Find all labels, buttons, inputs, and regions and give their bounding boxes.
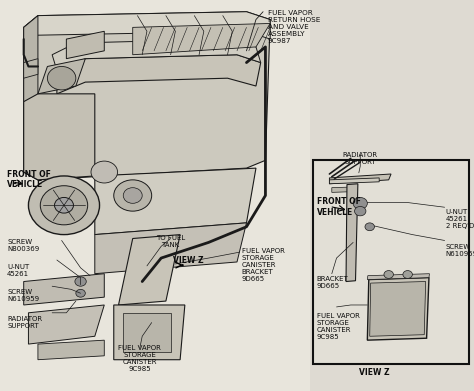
Text: SCREW
N610959: SCREW N610959 (446, 244, 474, 257)
Text: BRACKET
9D665: BRACKET 9D665 (317, 276, 348, 289)
Circle shape (55, 197, 73, 213)
Polygon shape (24, 12, 270, 47)
Circle shape (355, 206, 366, 216)
Polygon shape (367, 278, 429, 340)
Polygon shape (52, 39, 261, 70)
Text: RADIATOR
SUPPORT: RADIATOR SUPPORT (7, 316, 42, 329)
Circle shape (384, 271, 393, 278)
Text: FUEL VAPOR
STORAGE
CANISTER
9C985: FUEL VAPOR STORAGE CANISTER 9C985 (118, 345, 161, 372)
Polygon shape (24, 12, 270, 180)
Bar (313, 160, 469, 364)
Text: FUEL VAPOR
STORAGE
CANISTER
BRACKET
9D665: FUEL VAPOR STORAGE CANISTER BRACKET 9D66… (242, 248, 284, 282)
Polygon shape (367, 274, 429, 280)
Bar (0, 0, 310, 391)
Text: U-NUT
45261: U-NUT 45261 (7, 264, 29, 277)
Text: FRONT OF
VEHICLE: FRONT OF VEHICLE (317, 197, 361, 217)
Text: SCREW
N610959: SCREW N610959 (7, 289, 39, 302)
Text: FUEL VAPOR
STORAGE
CANISTER
9C985: FUEL VAPOR STORAGE CANISTER 9C985 (317, 313, 359, 340)
Circle shape (75, 277, 86, 286)
Polygon shape (24, 16, 38, 180)
Polygon shape (329, 174, 391, 184)
Circle shape (28, 176, 100, 235)
Polygon shape (123, 313, 171, 352)
Text: FRONT OF
VEHICLE: FRONT OF VEHICLE (7, 170, 51, 190)
Text: U-NUT
45261
2 REQ'D: U-NUT 45261 2 REQ'D (446, 209, 474, 229)
Text: VIEW Z: VIEW Z (173, 256, 204, 265)
Polygon shape (38, 340, 104, 360)
Polygon shape (24, 59, 38, 78)
Circle shape (91, 161, 118, 183)
Text: TO FUEL
TANK: TO FUEL TANK (156, 235, 185, 248)
Circle shape (76, 289, 85, 297)
Polygon shape (38, 59, 85, 94)
Polygon shape (28, 305, 104, 344)
Polygon shape (329, 178, 379, 184)
Polygon shape (332, 187, 356, 192)
Polygon shape (133, 23, 270, 55)
Text: SCREW
N800369: SCREW N800369 (7, 239, 39, 251)
Polygon shape (370, 282, 426, 336)
Text: VIEW Z: VIEW Z (359, 368, 390, 377)
Polygon shape (24, 94, 95, 180)
Text: FUEL VAPOR
RETURN HOSE
AND VALVE
ASSEMBLY
9C987: FUEL VAPOR RETURN HOSE AND VALVE ASSEMBL… (268, 10, 320, 44)
Polygon shape (57, 55, 261, 94)
Text: RADIATOR
SUPPORT: RADIATOR SUPPORT (343, 152, 378, 165)
Polygon shape (24, 274, 104, 305)
Polygon shape (95, 223, 246, 274)
Circle shape (353, 197, 367, 209)
Circle shape (365, 223, 374, 231)
Circle shape (123, 188, 142, 203)
Polygon shape (114, 305, 185, 360)
Polygon shape (346, 184, 358, 282)
Polygon shape (118, 235, 180, 305)
Circle shape (114, 180, 152, 211)
Circle shape (47, 66, 76, 90)
Circle shape (403, 271, 412, 278)
Polygon shape (66, 31, 104, 59)
Circle shape (40, 186, 88, 225)
Polygon shape (95, 168, 256, 235)
